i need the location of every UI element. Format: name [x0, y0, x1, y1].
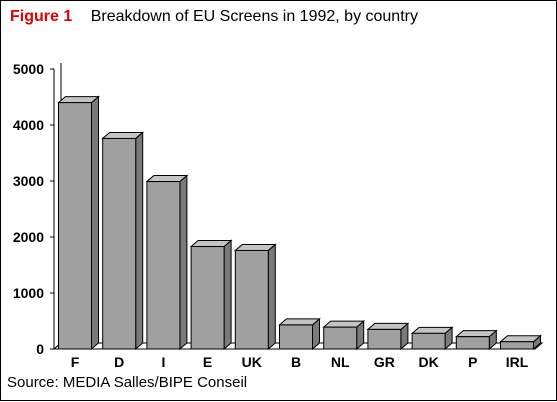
bar-d — [101, 131, 145, 351]
bar-f — [57, 95, 100, 351]
bar-top — [101, 131, 145, 139]
bar-irl — [499, 334, 542, 351]
figure-title: Breakdown of EU Screens in 1992, by coun… — [90, 8, 418, 25]
bar-front — [500, 341, 534, 350]
bar-top — [499, 335, 542, 343]
x-tick-label: NL — [331, 354, 350, 370]
bar-front — [323, 326, 358, 350]
bar-front — [190, 246, 225, 350]
figure-label: Figure 1 — [10, 8, 73, 25]
bar-e — [189, 239, 233, 351]
bar-series — [57, 95, 542, 351]
bar-side — [135, 131, 144, 351]
bar-front — [102, 137, 137, 350]
x-tick-label: P — [468, 354, 477, 370]
x-tick-label: IRL — [506, 354, 529, 370]
bar-top — [454, 330, 498, 338]
y-tick-label: 0 — [36, 341, 44, 357]
bar-uk — [233, 243, 277, 351]
x-tick-label: DK — [418, 354, 438, 370]
y-tick-label: 3000 — [13, 173, 44, 189]
y-tick-label: 2000 — [13, 229, 44, 245]
bar-top — [57, 96, 100, 104]
bar-top — [322, 320, 366, 328]
x-tick-label: UK — [242, 354, 262, 370]
x-tick-label: D — [114, 354, 124, 370]
source-note: Source: MEDIA Salles/BIPE Conseil — [7, 374, 248, 391]
x-tick-label: B — [291, 354, 301, 370]
x-tick-labels: F D I E UK B NL GR DK P IRL — [71, 354, 529, 370]
bar-side — [91, 95, 99, 351]
chart-title: Figure 1 Breakdown of EU Screens in 1992… — [10, 8, 418, 26]
bar-front — [234, 249, 269, 350]
bar-dk — [410, 326, 454, 351]
x-tick-label: GR — [374, 354, 395, 370]
bar-side — [267, 243, 276, 351]
bar-gr — [366, 322, 410, 351]
bar-front — [146, 181, 181, 350]
y-tick-label: 1000 — [13, 285, 44, 301]
x-tick-label: I — [161, 354, 165, 370]
bar-nl — [322, 320, 366, 351]
bar-front — [455, 336, 490, 350]
y-tick-labels: 0 1000 2000 3000 4000 5000 — [13, 61, 44, 357]
y-tick-label: 4000 — [13, 117, 44, 133]
bar-front — [58, 102, 92, 350]
bar-top — [233, 243, 277, 251]
bar-b — [278, 317, 321, 351]
y-tick-label: 5000 — [13, 61, 44, 77]
bar-front — [367, 328, 402, 350]
bar-top — [145, 175, 189, 183]
bar-i — [145, 174, 189, 351]
bar-p — [454, 329, 498, 351]
bar-top — [366, 322, 410, 330]
bar-top — [278, 318, 321, 326]
bar-front — [411, 332, 446, 350]
x-tick-label: F — [71, 354, 80, 370]
bar-side — [179, 174, 188, 351]
bar-front — [279, 324, 313, 350]
bar-top — [189, 240, 233, 248]
x-tick-label: E — [203, 354, 212, 370]
bar-top — [410, 326, 454, 334]
bar-side — [223, 239, 232, 351]
